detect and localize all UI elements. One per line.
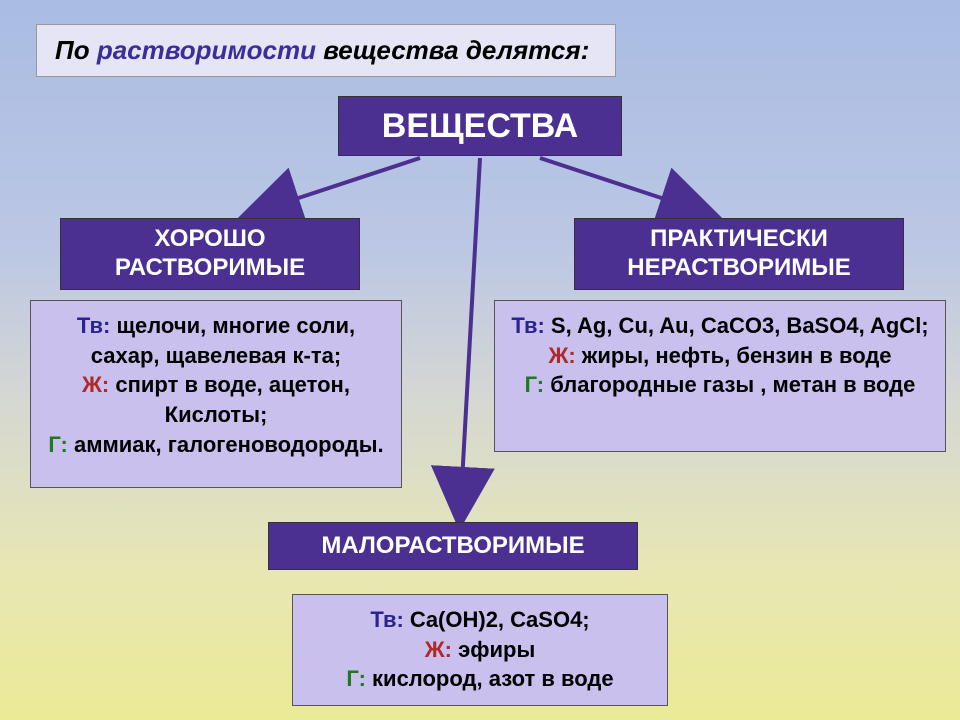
line-text: Ca(OH)2, CaSO4;	[404, 607, 590, 632]
title-prefix: По	[55, 35, 97, 65]
line-label: Ж:	[425, 637, 452, 662]
body-line: Тв: S, Ag, Cu, Au, CaCO3, BaSO4, AgCl;	[509, 311, 931, 341]
category-header: МАЛОРАСТВОРИМЫЕ	[268, 522, 638, 570]
line-text: кислород, азот в воде	[366, 666, 614, 691]
title-highlight: растворимости	[97, 35, 316, 65]
line-label: Тв:	[370, 607, 403, 632]
slide-title: По растворимости вещества делятся:	[36, 24, 616, 77]
line-text: аммиак, галогеноводороды.	[68, 432, 384, 457]
root-label: ВЕЩЕСТВА	[382, 107, 578, 146]
category-body: Тв: Ca(OH)2, CaSO4;Ж: эфирыГ: кислород, …	[292, 594, 668, 706]
body-line: Ж: спирт в воде, ацетон, Кислоты;	[45, 370, 387, 429]
line-label: Г:	[525, 372, 545, 397]
category-body: Тв: щелочи, многие соли, сахар, щавелева…	[30, 300, 402, 488]
root-node: ВЕЩЕСТВА	[338, 96, 622, 156]
line-label: Тв:	[511, 313, 544, 338]
category-body: Тв: S, Ag, Cu, Au, CaCO3, BaSO4, AgCl;Ж:…	[494, 300, 946, 452]
line-text: щелочи, многие соли, сахар, щавелевая к-…	[91, 313, 355, 368]
body-line: Тв: Ca(OH)2, CaSO4;	[307, 605, 653, 635]
line-text: S, Ag, Cu, Au, CaCO3, BaSO4, AgCl;	[545, 313, 929, 338]
line-label: Тв:	[77, 313, 110, 338]
line-text: жиры, нефть, бензин в воде	[576, 343, 892, 368]
line-label: Ж:	[548, 343, 575, 368]
line-text: благородные газы , метан в воде	[544, 372, 915, 397]
title-suffix: вещества делятся:	[316, 35, 589, 65]
line-label: Г:	[48, 432, 68, 457]
body-line: Ж: жиры, нефть, бензин в воде	[509, 341, 931, 371]
body-line: Ж: эфиры	[307, 635, 653, 665]
line-text: спирт в воде, ацетон, Кислоты;	[109, 372, 350, 427]
category-header: ХОРОШО РАСТВОРИМЫЕ	[60, 218, 360, 290]
line-label: Ж:	[82, 372, 109, 397]
body-line: Г: благородные газы , метан в воде	[509, 370, 931, 400]
body-line: Г: аммиак, галогеноводороды.	[45, 430, 387, 460]
line-text: эфиры	[452, 637, 535, 662]
body-line: Тв: щелочи, многие соли, сахар, щавелева…	[45, 311, 387, 370]
line-label: Г:	[346, 666, 366, 691]
body-line: Г: кислород, азот в воде	[307, 664, 653, 694]
category-header: ПРАКТИЧЕСКИ НЕРАСТВОРИМЫЕ	[574, 218, 904, 290]
